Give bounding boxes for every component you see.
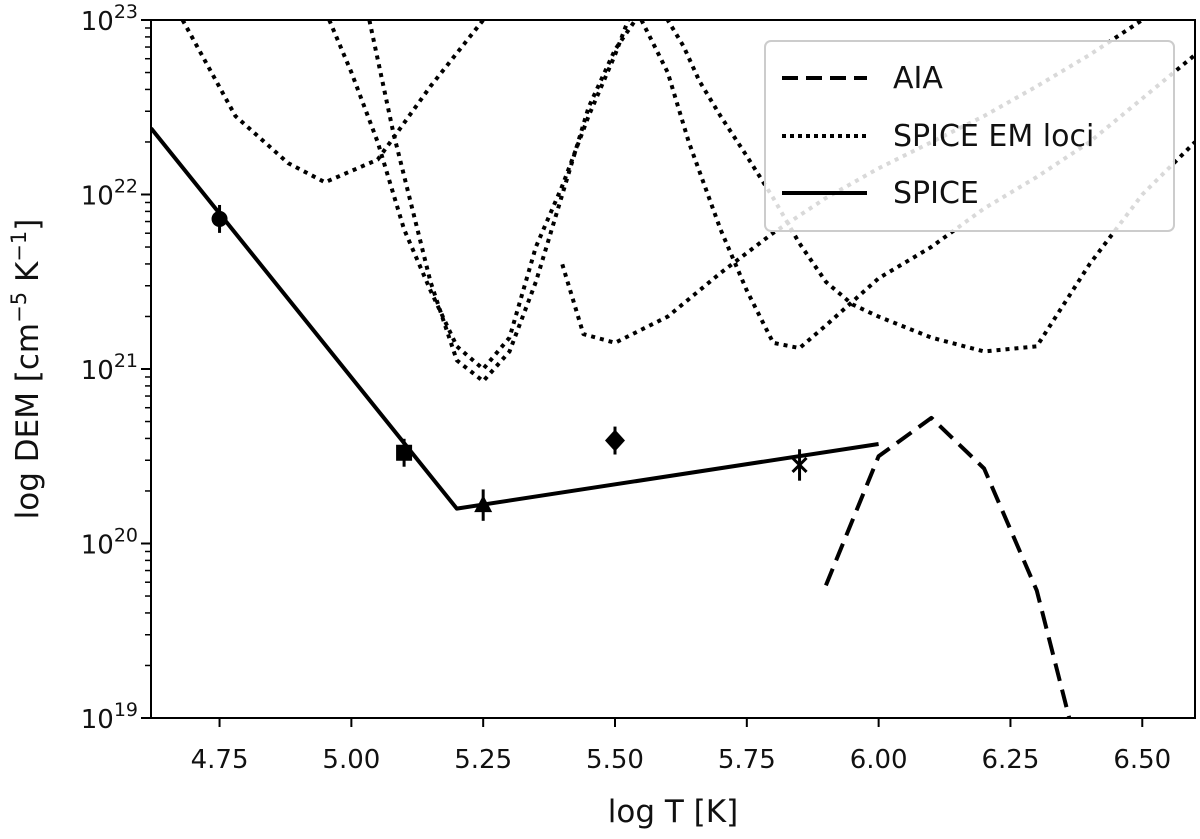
x-tick-label: 5.50	[586, 745, 644, 775]
em-locus-curve-1	[180, 20, 486, 185]
y-tick-label: 1023	[81, 1, 138, 37]
y-tick-label: 1022	[81, 176, 138, 212]
x-tick-label: 5.00	[322, 745, 380, 775]
em-locus-curve-5	[665, 20, 1195, 354]
legend-box	[764, 40, 1175, 232]
y-tick-label: 1019	[81, 699, 138, 735]
data-point-triangle	[474, 495, 493, 513]
em-locus-curve-3	[367, 20, 638, 384]
spice-series-line	[151, 126, 879, 511]
y-tick-label: 1021	[81, 350, 138, 386]
x-tick-label: 4.75	[191, 745, 249, 775]
aia-series-line	[824, 415, 1072, 718]
em-locus-curve-2	[327, 20, 631, 371]
x-tick-label: 6.00	[850, 745, 908, 775]
x-axis-ticks: 4.75 5.00 5.25 5.50 5.75 6.00 6.25 6.50	[191, 718, 1171, 775]
legend-label-em-loci: SPICE EM loci	[893, 119, 1094, 154]
data-point-square	[396, 444, 413, 461]
y-axis-label: log DEM [cm−5 K−1]	[7, 219, 46, 520]
x-tick-label: 6.25	[982, 745, 1040, 775]
legend: AIA SPICE EM loci SPICE	[764, 40, 1175, 232]
data-points	[211, 204, 808, 521]
x-tick-label: 5.75	[718, 745, 776, 775]
x-axis-label: log T [K]	[608, 794, 738, 830]
legend-label-aia: AIA	[893, 61, 943, 96]
legend-label-spice: SPICE	[893, 176, 979, 211]
data-point-x	[791, 456, 808, 474]
y-tick-label: 1020	[81, 525, 138, 561]
x-tick-label: 5.25	[454, 745, 512, 775]
data-point-circle	[211, 210, 228, 227]
x-tick-label: 6.50	[1113, 745, 1171, 775]
data-point-diamond	[605, 429, 625, 452]
y-axis-ticks: 1019 1020 1021 1022 1023	[81, 1, 151, 735]
